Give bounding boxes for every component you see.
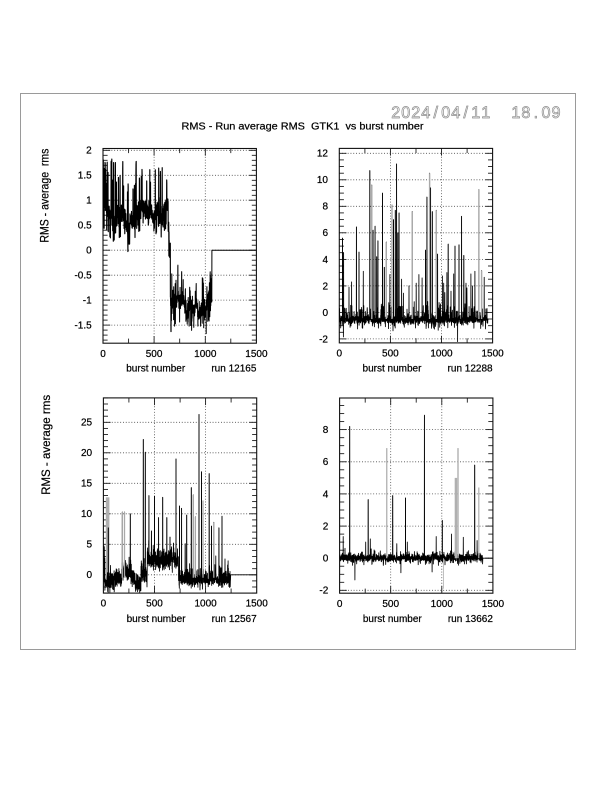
svg-text:1000: 1000 [194,349,217,360]
svg-text:15: 15 [81,479,93,490]
svg-text:0: 0 [401,104,410,122]
svg-text:1.5: 1.5 [78,171,92,182]
svg-text:1500: 1500 [246,599,269,610]
svg-text:1: 1 [481,104,490,122]
svg-text:-1: -1 [83,296,92,307]
svg-text:-1.5: -1.5 [74,321,92,332]
svg-text:10: 10 [317,175,329,186]
svg-text:run 12288: run 12288 [448,364,493,375]
svg-text:burst number: burst number [363,614,423,625]
svg-text:run 13662: run 13662 [448,614,493,625]
svg-text:1: 1 [471,104,480,122]
svg-text:2: 2 [411,104,420,122]
svg-text:/: / [433,104,438,122]
svg-text:1: 1 [86,196,92,207]
svg-text:4: 4 [323,489,329,500]
svg-text:RMS - Run average RMS GTK1 v: RMS - Run average RMS GTK1 vs burst numb… [182,122,425,133]
svg-text:4: 4 [451,104,460,122]
svg-text:burst number: burst number [127,614,187,625]
svg-text:9: 9 [551,104,560,122]
svg-text:-2: -2 [319,586,328,597]
svg-text:2: 2 [323,522,329,533]
svg-text:RMS - average rms: RMS - average rms [39,395,53,495]
svg-text:RMS - average rms: RMS - average rms [37,149,51,243]
svg-text:500: 500 [146,349,163,360]
svg-text:/: / [464,104,469,122]
svg-text:1000: 1000 [430,349,453,360]
svg-text:0: 0 [322,308,328,319]
svg-text:0.5: 0.5 [78,221,92,232]
svg-text:0: 0 [441,104,450,122]
svg-text:1000: 1000 [194,599,217,610]
svg-text:1500: 1500 [482,599,505,610]
svg-text:0: 0 [337,599,343,610]
svg-text:burst number: burst number [126,364,186,375]
svg-text:0: 0 [323,554,329,565]
svg-text:8: 8 [323,425,329,436]
svg-text:8: 8 [521,104,530,122]
svg-text:12: 12 [317,149,329,160]
svg-text:25: 25 [81,418,93,429]
svg-text:6: 6 [322,228,328,239]
svg-text:-0.5: -0.5 [74,271,92,282]
svg-text:500: 500 [146,599,163,610]
svg-text:0: 0 [541,104,550,122]
svg-text:10: 10 [81,509,93,520]
svg-text:-2: -2 [319,334,328,345]
svg-text:20: 20 [81,448,93,459]
svg-text:0: 0 [100,349,106,360]
svg-text:4: 4 [322,255,328,266]
svg-text:run 12165: run 12165 [211,364,256,375]
svg-text:6: 6 [323,457,329,468]
svg-text:5: 5 [87,540,93,551]
svg-text:0: 0 [101,599,107,610]
svg-text:1000: 1000 [431,599,454,610]
svg-text:2: 2 [322,281,328,292]
svg-text:.: . [534,104,539,122]
svg-text:1500: 1500 [481,349,504,360]
svg-text:0: 0 [87,570,93,581]
svg-text:500: 500 [382,349,399,360]
svg-text:2: 2 [391,104,400,122]
svg-text:0: 0 [337,349,343,360]
svg-text:500: 500 [382,599,399,610]
svg-text:burst number: burst number [363,364,423,375]
svg-text:1500: 1500 [245,349,268,360]
svg-text:4: 4 [421,104,430,122]
svg-text:run 12567: run 12567 [212,614,257,625]
svg-text:8: 8 [322,202,328,213]
svg-text:0: 0 [86,246,92,257]
svg-text:1: 1 [511,104,520,122]
svg-text:2: 2 [86,146,92,157]
